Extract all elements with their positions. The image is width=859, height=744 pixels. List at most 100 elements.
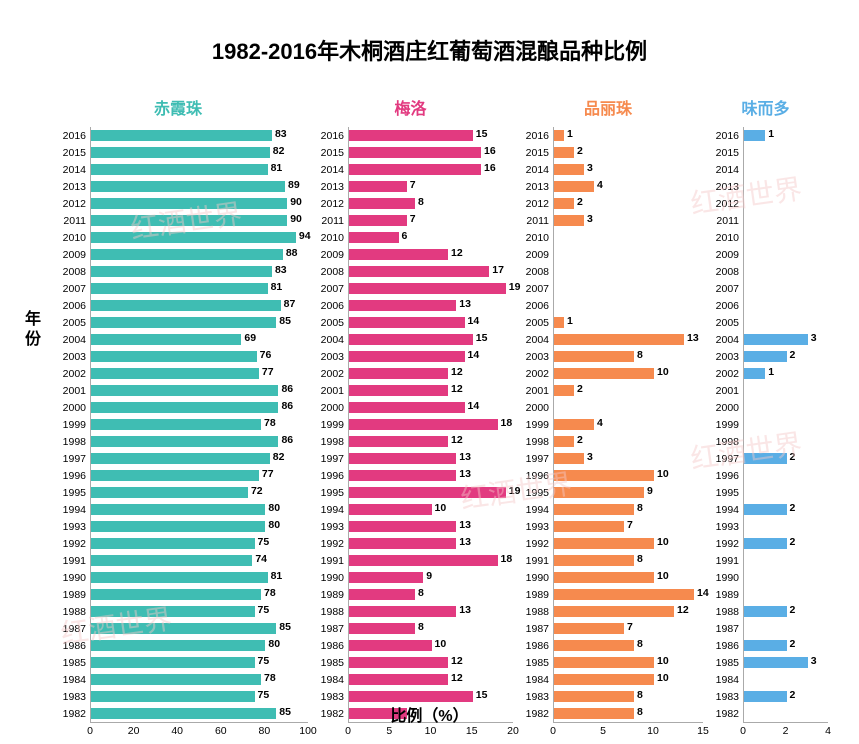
bar-track: 2 [743,637,828,654]
table-row: 198512 [308,654,513,671]
table-row: 20122 [513,195,703,212]
bar [349,555,498,566]
bar [91,640,265,651]
y-tick: 2012 [308,198,348,210]
table-row: 200376 [48,348,308,365]
bar [349,674,448,685]
bar-track [743,246,828,263]
table-row: 19922 [703,535,828,552]
y-tick: 1994 [513,504,553,516]
bar-track: 80 [90,518,308,535]
bar [554,470,654,481]
table-row: 201516 [308,144,513,161]
table-row: 199275 [48,535,308,552]
y-tick: 1989 [308,589,348,601]
bar-track: 7 [553,620,703,637]
bar [91,181,285,192]
bar [91,351,257,362]
bar [91,368,259,379]
y-tick: 2014 [513,164,553,176]
bar-value-label: 15 [476,689,488,701]
y-tick: 1991 [48,555,90,567]
table-row: 199010 [513,569,703,586]
table-row: 198812 [513,603,703,620]
bar-value-label: 1 [567,315,573,327]
bar [349,691,473,702]
y-tick: 2013 [513,181,553,193]
y-tick: 1992 [513,538,553,550]
y-tick: 2009 [48,249,90,261]
bar [349,657,448,668]
y-tick: 2014 [703,164,743,176]
table-row: 199480 [48,501,308,518]
table-row: 199081 [48,569,308,586]
table-row: 1987 [703,620,828,637]
table-row: 2007 [513,280,703,297]
table-row: 19909 [308,569,513,586]
table-row: 19882 [703,603,828,620]
y-tick: 2001 [48,385,90,397]
y-tick: 2009 [703,249,743,261]
bar-track: 10 [348,637,513,654]
panel-3: 味而多2016120152014201320122011201020092008… [703,95,828,740]
y-tick: 2011 [513,215,553,227]
panel-header: 味而多 [703,95,828,119]
y-tick: 2000 [703,402,743,414]
bar-value-label: 72 [251,485,263,497]
bar [91,419,261,430]
y-tick: 2015 [48,147,90,159]
bar [91,283,268,294]
bar [744,640,787,651]
bar [554,674,654,685]
bar [554,538,654,549]
y-tick: 2015 [308,147,348,159]
x-tick: 4 [825,725,831,737]
table-row: 19898 [308,586,513,603]
bar-track: 8 [553,501,703,518]
bar [744,351,787,362]
y-tick: 2013 [308,181,348,193]
table-row: 199886 [48,433,308,450]
bar-track: 3 [743,331,828,348]
y-tick: 2001 [308,385,348,397]
bar-track: 15 [348,331,513,348]
bar-track [743,467,828,484]
y-tick: 1992 [48,538,90,550]
table-row: 19994 [513,416,703,433]
bar-value-label: 82 [273,145,285,157]
bar-track: 12 [348,671,513,688]
chart-panels: 赤霞珠2016832015822014812013892012902011902… [48,95,828,740]
bar-track: 18 [348,552,513,569]
y-tick: 2008 [48,266,90,278]
table-row: 199812 [308,433,513,450]
table-row: 1989 [703,586,828,603]
table-row: 199610 [513,467,703,484]
bar [554,198,574,209]
table-row: 1990 [703,569,828,586]
y-tick: 1999 [308,419,348,431]
bar-track [743,161,828,178]
bar-value-label: 10 [657,672,669,684]
x-tick: 40 [171,725,183,737]
table-row: 20012 [513,382,703,399]
bar-track: 13 [348,535,513,552]
table-row: 200277 [48,365,308,382]
y-tick: 2004 [48,334,90,346]
y-tick: 1983 [703,691,743,703]
bar-value-label: 2 [790,604,796,616]
y-tick: 1992 [703,538,743,550]
table-row: 199677 [48,467,308,484]
y-tick: 1994 [308,504,348,516]
bar-value-label: 3 [811,655,817,667]
y-tick: 2006 [513,300,553,312]
y-tick: 1990 [308,572,348,584]
bar-value-label: 15 [476,128,488,140]
x-tick: 5 [600,725,606,737]
bar-value-label: 12 [451,672,463,684]
bar [91,623,276,634]
bar-track: 10 [553,535,703,552]
bar-value-label: 6 [402,230,408,242]
bar-track: 4 [553,416,703,433]
table-row: 2012 [703,195,828,212]
table-row: 19878 [308,620,513,637]
